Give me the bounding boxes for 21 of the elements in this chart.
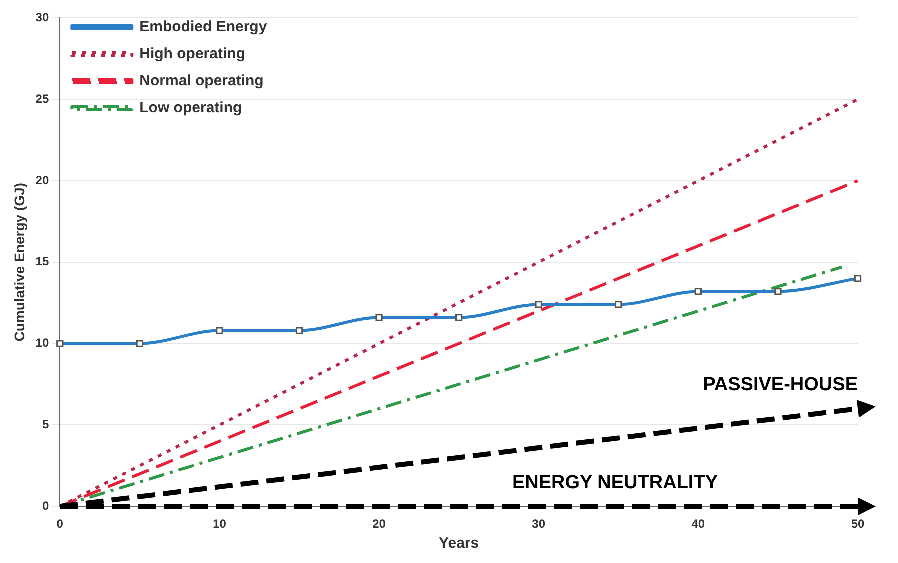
legend-label: Low operating [140, 100, 242, 117]
x-tick-label: 20 [372, 517, 386, 532]
legend-label: High operating [140, 46, 246, 63]
y-tick-label: 20 [36, 173, 50, 188]
y-tick-label: 15 [36, 254, 50, 269]
y-tick-label: 5 [42, 418, 50, 432]
x-tick-label: 0 [56, 517, 64, 532]
legend-label: Normal operating [140, 72, 264, 90]
x-tick-label: 50 [851, 517, 865, 532]
legend-label: Embodied Energy [140, 18, 268, 36]
x-tick-label: 10 [213, 517, 227, 532]
y-axis-title: Cumulative Energy (GJ) [11, 183, 28, 342]
y-tick-label: 10 [36, 336, 50, 350]
annotation: ENERGY NEUTRALITY [512, 472, 718, 494]
annotation: PASSIVE-HOUSE [703, 374, 858, 396]
y-tick-label: 0 [42, 498, 50, 513]
x-tick-label: 30 [532, 517, 546, 532]
x-axis-title: Years [439, 535, 480, 552]
x-tick-label: 40 [692, 517, 706, 532]
y-tick-label: 25 [36, 92, 50, 106]
y-tick-label: 30 [36, 10, 50, 25]
